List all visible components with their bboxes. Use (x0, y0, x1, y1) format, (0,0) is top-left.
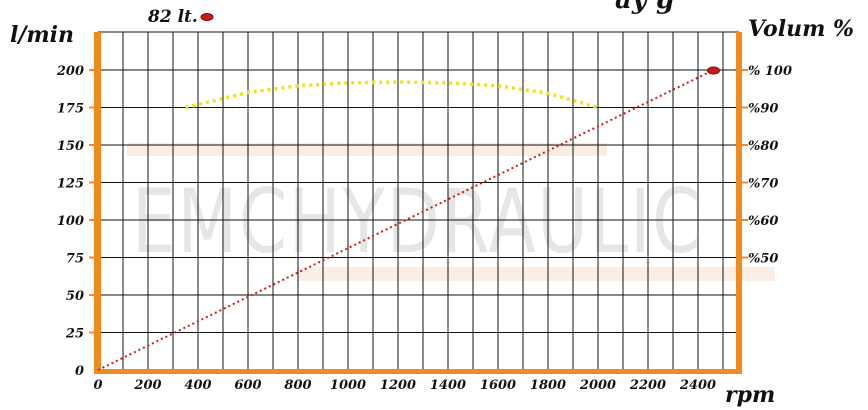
top-annotation-marker (200, 13, 214, 21)
left-axis (94, 32, 101, 373)
right-tick-label: %90 (748, 102, 778, 117)
right-ticks: % 100 %90 %80 %70 %60 %50 (748, 64, 792, 267)
right-tick-label: %50 (748, 252, 778, 267)
right-tick-label: %80 (748, 139, 778, 154)
flow-end-marker (707, 66, 720, 75)
x-tick-label: 1600 (480, 378, 516, 393)
watermark-bands (127, 143, 775, 281)
series (97, 66, 720, 371)
y-ticks: 0 25 50 75 100 125 150 175 200 (56, 64, 84, 379)
top-right-text: ay g (615, 0, 674, 15)
left-axis-title: l/min (10, 22, 74, 48)
y-tick-label: 150 (57, 139, 84, 154)
right-tick-label: % 100 (748, 64, 792, 79)
y-tick-label: 175 (57, 102, 84, 117)
y-tick-label: 125 (57, 177, 84, 192)
efficiency-curve (185, 80, 599, 110)
right-tick-label: %70 (748, 177, 778, 192)
watermark: EMCHYDRAULIC (132, 170, 702, 273)
y-tick-label: 75 (66, 252, 84, 267)
y-tick-label: 200 (56, 64, 84, 79)
top-annotation: 82 lt. (147, 7, 198, 27)
x-axis-title: rpm (725, 382, 775, 408)
x-tick-label: 800 (284, 378, 311, 393)
x-tick-label: 1000 (330, 378, 366, 393)
y-tick-label: 100 (57, 214, 84, 229)
x-tick-label: 600 (234, 378, 261, 393)
x-tick-label: 2000 (579, 378, 616, 393)
grid (98, 31, 739, 370)
watermark-band-top (127, 143, 607, 156)
x-tick-label: 1400 (430, 378, 466, 393)
x-ticks: 0 200 400 600 800 1000 1200 1400 1600 1800 2000 220… (93, 378, 716, 393)
y-tick-label: 25 (65, 327, 84, 342)
flow-line (97, 70, 711, 371)
x-tick-label: 200 (133, 378, 161, 393)
x-tick-label: 1200 (380, 378, 416, 393)
x-tick-label: 2400 (679, 378, 716, 393)
x-tick-label: 400 (184, 378, 211, 393)
right-tick-label: %60 (748, 214, 778, 229)
x-tick-label: 0 (93, 378, 102, 393)
y-tick-label: 0 (75, 364, 84, 379)
axes (89, 32, 748, 374)
right-axis-title: Volum % (748, 16, 854, 42)
x-tick-label: 2200 (629, 378, 666, 393)
bottom-axis (94, 369, 742, 374)
watermark-band-bottom (297, 267, 775, 281)
x-tick-label: 1800 (530, 378, 566, 393)
y-tick-label: 50 (66, 289, 84, 304)
right-axis (736, 32, 742, 373)
